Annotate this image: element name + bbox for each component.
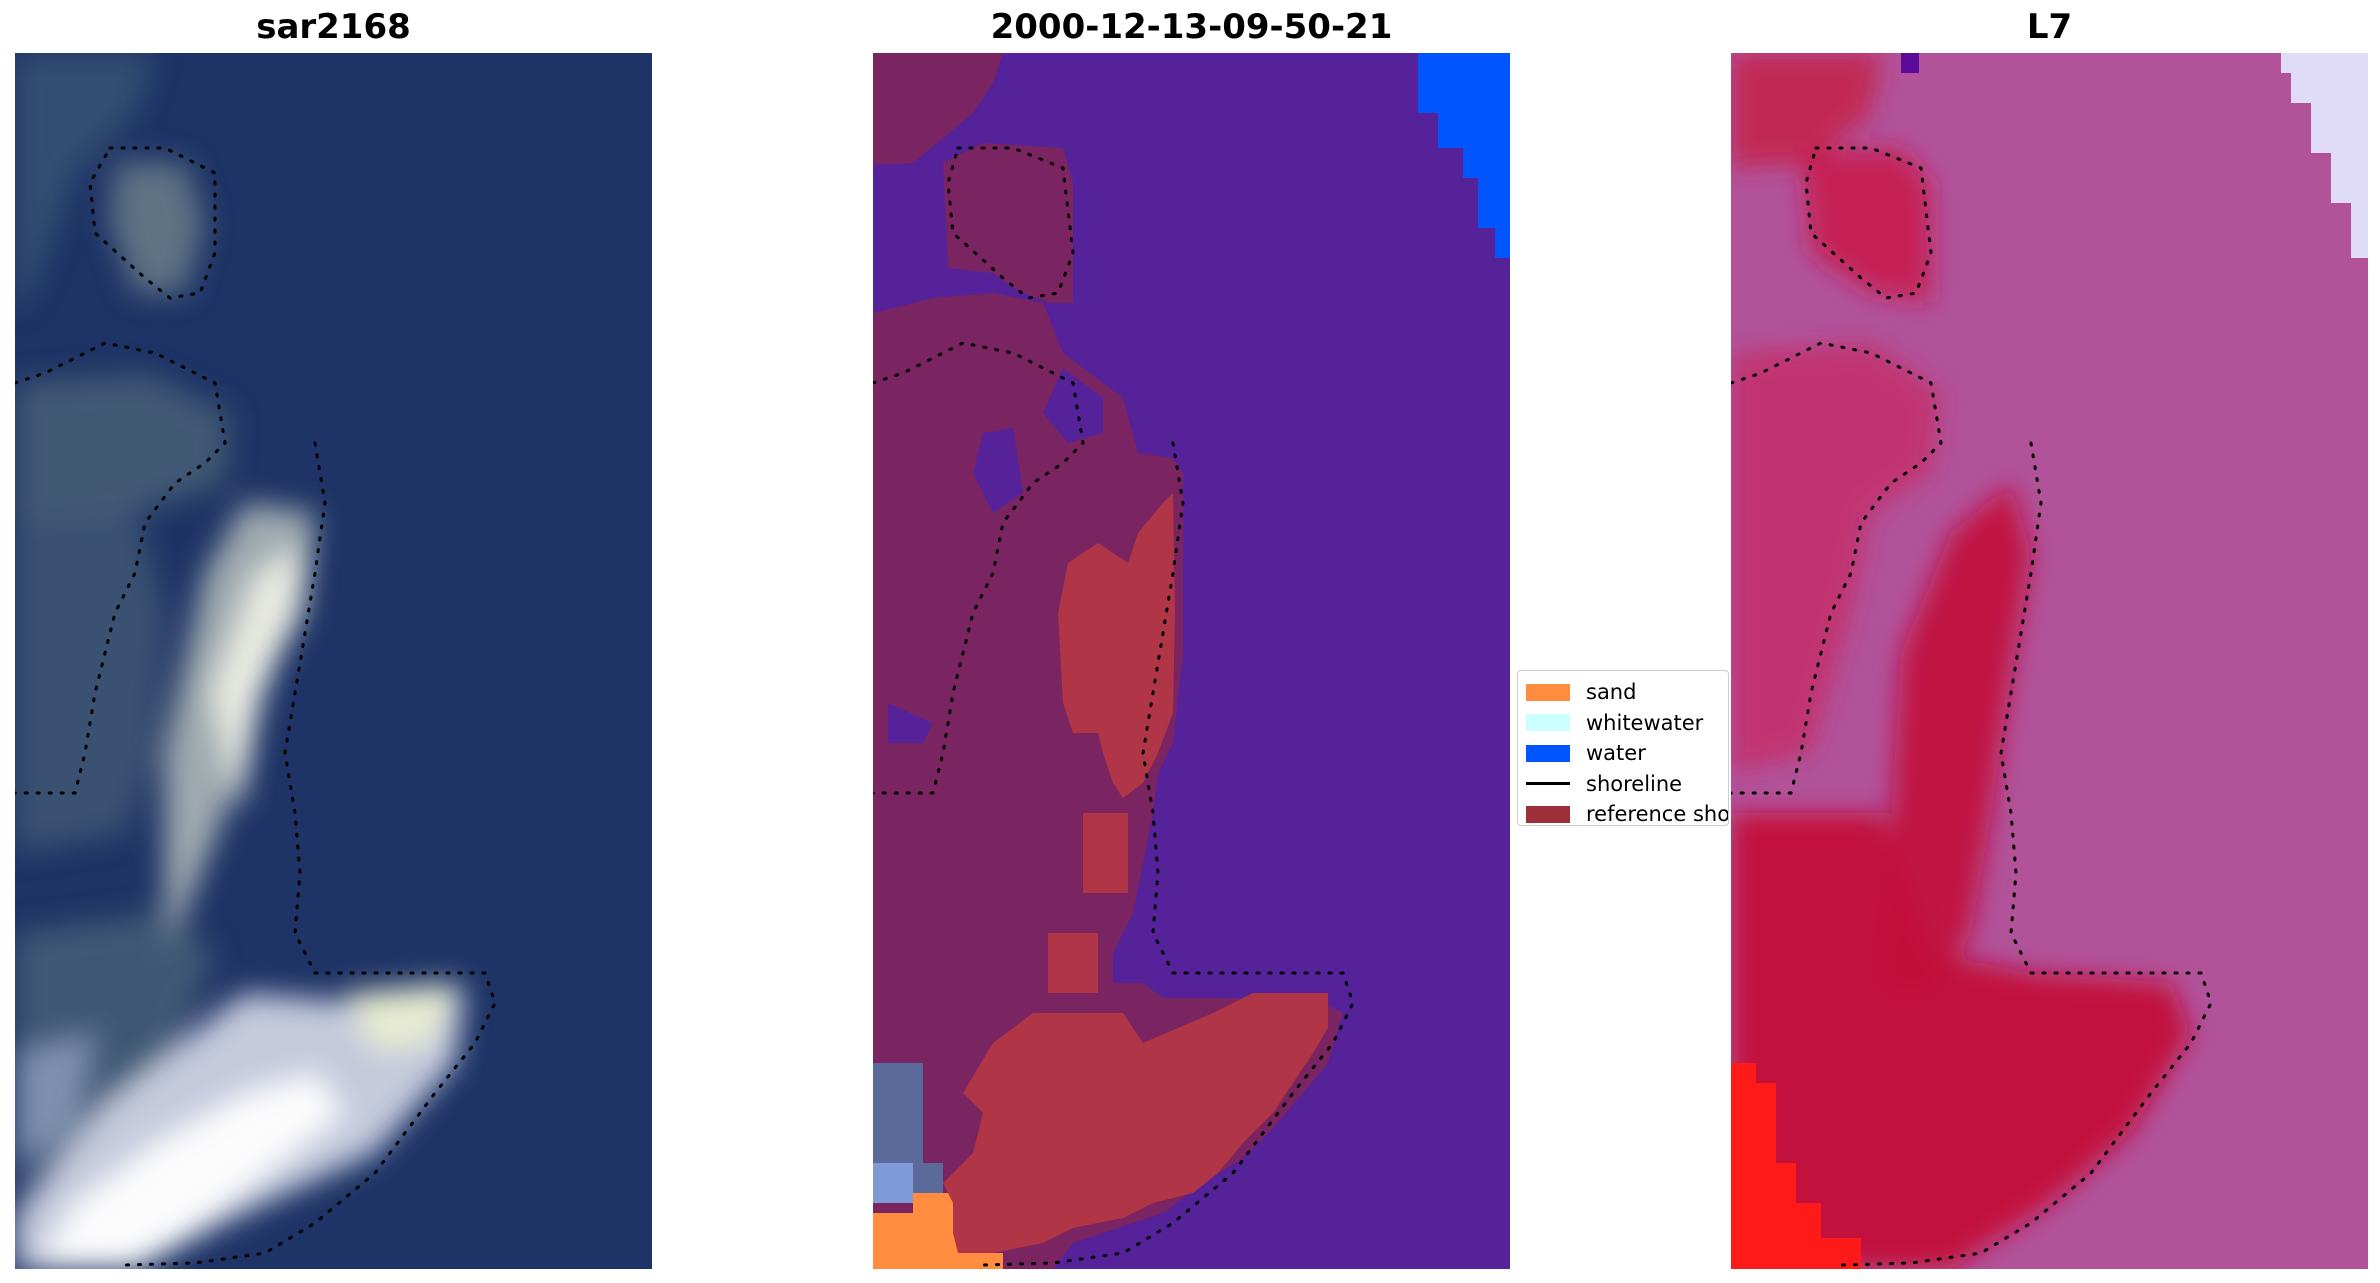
panel-title-rgb: sar2168 [256,7,411,47]
false-color-image [1731,53,2368,1269]
legend-swatch-sand [1526,683,1570,701]
classified-image [873,53,1510,1269]
legend: sand whitewater water shoreline referenc… [1517,670,1729,826]
legend-item-whitewater: whitewater [1518,708,1728,739]
panel-title-classified: 2000-12-13-09-50-21 [990,7,1393,47]
rgb-satellite-image [15,53,652,1269]
panel-title-false-color: L7 [2026,7,2073,47]
legend-swatch-whitewater [1526,714,1570,732]
legend-swatch-shoreline [1526,782,1570,786]
legend-label-reference-shoreline: reference shoreline buffer [1586,802,1729,826]
legend-swatch-reference-shoreline [1526,805,1570,823]
legend-item-reference-shoreline: reference shoreline buffer [1518,799,1729,826]
legend-label-water: water [1586,741,1646,766]
legend-label-sand: sand [1586,680,1637,705]
legend-label-whitewater: whitewater [1586,710,1704,735]
legend-label-shoreline: shoreline [1586,771,1683,796]
legend-item-sand: sand [1518,677,1728,708]
legend-swatch-water [1526,744,1570,762]
legend-item-shoreline: shoreline [1518,769,1728,800]
legend-item-water: water [1518,738,1728,769]
